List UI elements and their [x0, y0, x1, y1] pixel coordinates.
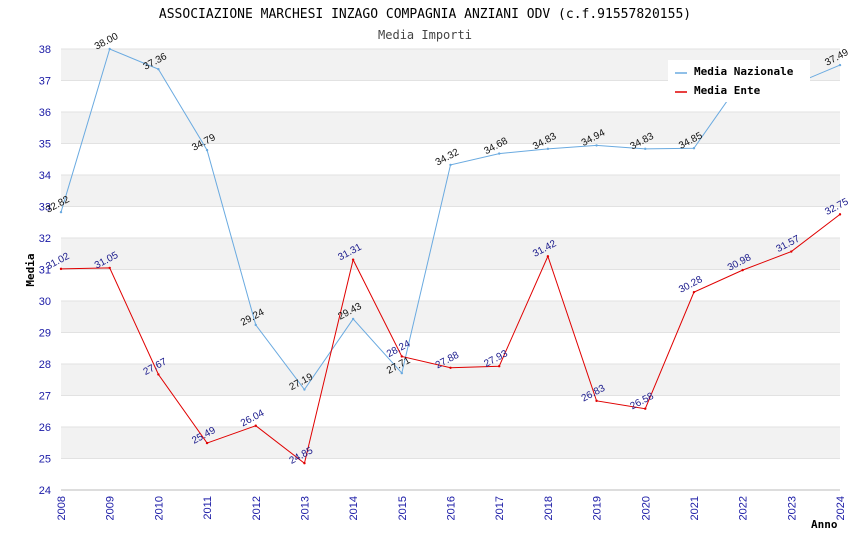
y-tick-label: 26 — [39, 422, 51, 434]
data-point — [351, 317, 355, 321]
data-point — [400, 371, 404, 375]
data-point — [644, 407, 647, 410]
x-tick-label: 2020 — [640, 496, 652, 520]
x-tick-label: 2023 — [786, 496, 798, 520]
x-tick-label: 2008 — [56, 496, 68, 520]
data-point — [351, 258, 355, 261]
chart-subtitle: Media Importi — [378, 28, 472, 42]
data-point — [790, 250, 793, 253]
grid-band — [61, 175, 840, 207]
data-point — [108, 47, 111, 51]
data-point — [838, 63, 842, 67]
grid-band — [61, 332, 840, 364]
grid-band — [61, 143, 840, 175]
y-tick-label: 30 — [39, 296, 51, 308]
x-tick-label: 2014 — [348, 496, 360, 520]
data-point — [741, 268, 744, 272]
y-tick-label: 33 — [39, 202, 51, 214]
y-tick-label: 34 — [39, 170, 51, 182]
grid-band — [61, 395, 840, 427]
data-point — [59, 267, 63, 271]
y-tick-label: 35 — [39, 139, 51, 151]
data-point — [157, 373, 160, 376]
data-point — [449, 163, 452, 167]
y-tick-label: 37 — [39, 76, 51, 88]
grid-band — [61, 206, 840, 238]
data-point — [692, 147, 696, 150]
grid-band — [61, 112, 840, 144]
y-tick-label: 36 — [39, 107, 51, 119]
gridlines — [61, 48, 840, 491]
series-layer — [59, 47, 842, 465]
y-axis-ticks: 24 25 26 27 28 29 30 31 32 33 34 35 36 37 38 — [39, 44, 51, 497]
data-point — [303, 388, 306, 391]
data-point — [449, 366, 452, 369]
grid-band — [61, 301, 840, 333]
x-tick-label: 2022 — [738, 496, 750, 520]
grid-band — [61, 427, 840, 459]
x-tick-label: 2024 — [835, 496, 847, 520]
x-tick-label: 2015 — [397, 496, 409, 520]
x-tick-label: 2011 — [202, 496, 214, 520]
data-point — [644, 147, 647, 151]
y-tick-label: 32 — [39, 233, 51, 245]
grid-bands — [61, 49, 840, 490]
legend-box — [668, 60, 810, 102]
x-tick-label: 2017 — [494, 496, 506, 520]
chart-title: ASSOCIAZIONE MARCHESI INZAGO COMPAGNIA A… — [159, 7, 691, 22]
x-tick-label: 2013 — [299, 496, 311, 520]
y-tick-label: 25 — [39, 454, 51, 466]
x-tick-label: 2012 — [251, 496, 263, 520]
y-tick-label: 27 — [39, 391, 51, 403]
y-tick-label: 24 — [39, 485, 51, 497]
data-point — [108, 266, 111, 270]
data-point — [254, 424, 257, 427]
legend-label-nazionale: Media Nazionale — [694, 65, 794, 78]
data-point — [59, 210, 63, 214]
x-tick-label: 2010 — [153, 496, 165, 520]
data-point — [595, 144, 598, 147]
x-axis-label: Anno — [811, 518, 838, 531]
data-point — [838, 213, 842, 216]
y-tick-label: 38 — [39, 44, 51, 56]
legend: Media Nazionale Media Ente — [668, 60, 810, 102]
grid-band — [61, 238, 840, 270]
y-tick-label: 31 — [39, 265, 51, 277]
legend-label-ente: Media Ente — [694, 84, 761, 97]
data-point — [595, 399, 598, 403]
data-point — [254, 323, 257, 327]
y-axis-label: Media — [24, 253, 37, 286]
data-point — [692, 290, 696, 294]
x-tick-label: 2016 — [446, 496, 458, 520]
data-point — [546, 147, 550, 151]
x-tick-label: 2009 — [105, 496, 117, 520]
x-axis-ticks: 2008 2009 2010 2011 2012 2013 2014 2015 2016 2017… — [56, 496, 847, 520]
x-tick-label: 2021 — [689, 496, 701, 520]
data-point — [497, 365, 501, 368]
data-point — [157, 67, 160, 71]
y-tick-label: 28 — [39, 359, 51, 371]
x-tick-label: 2019 — [592, 496, 604, 520]
y-tick-label: 29 — [39, 328, 51, 340]
data-point — [497, 152, 501, 155]
data-point — [205, 148, 209, 152]
data-point — [400, 355, 404, 358]
data-point — [303, 462, 306, 465]
grid-band — [61, 458, 840, 490]
grid-band — [61, 364, 840, 396]
data-point — [546, 255, 550, 258]
x-tick-label: 2018 — [543, 496, 555, 520]
data-point — [205, 441, 209, 445]
grid-band — [61, 269, 840, 301]
